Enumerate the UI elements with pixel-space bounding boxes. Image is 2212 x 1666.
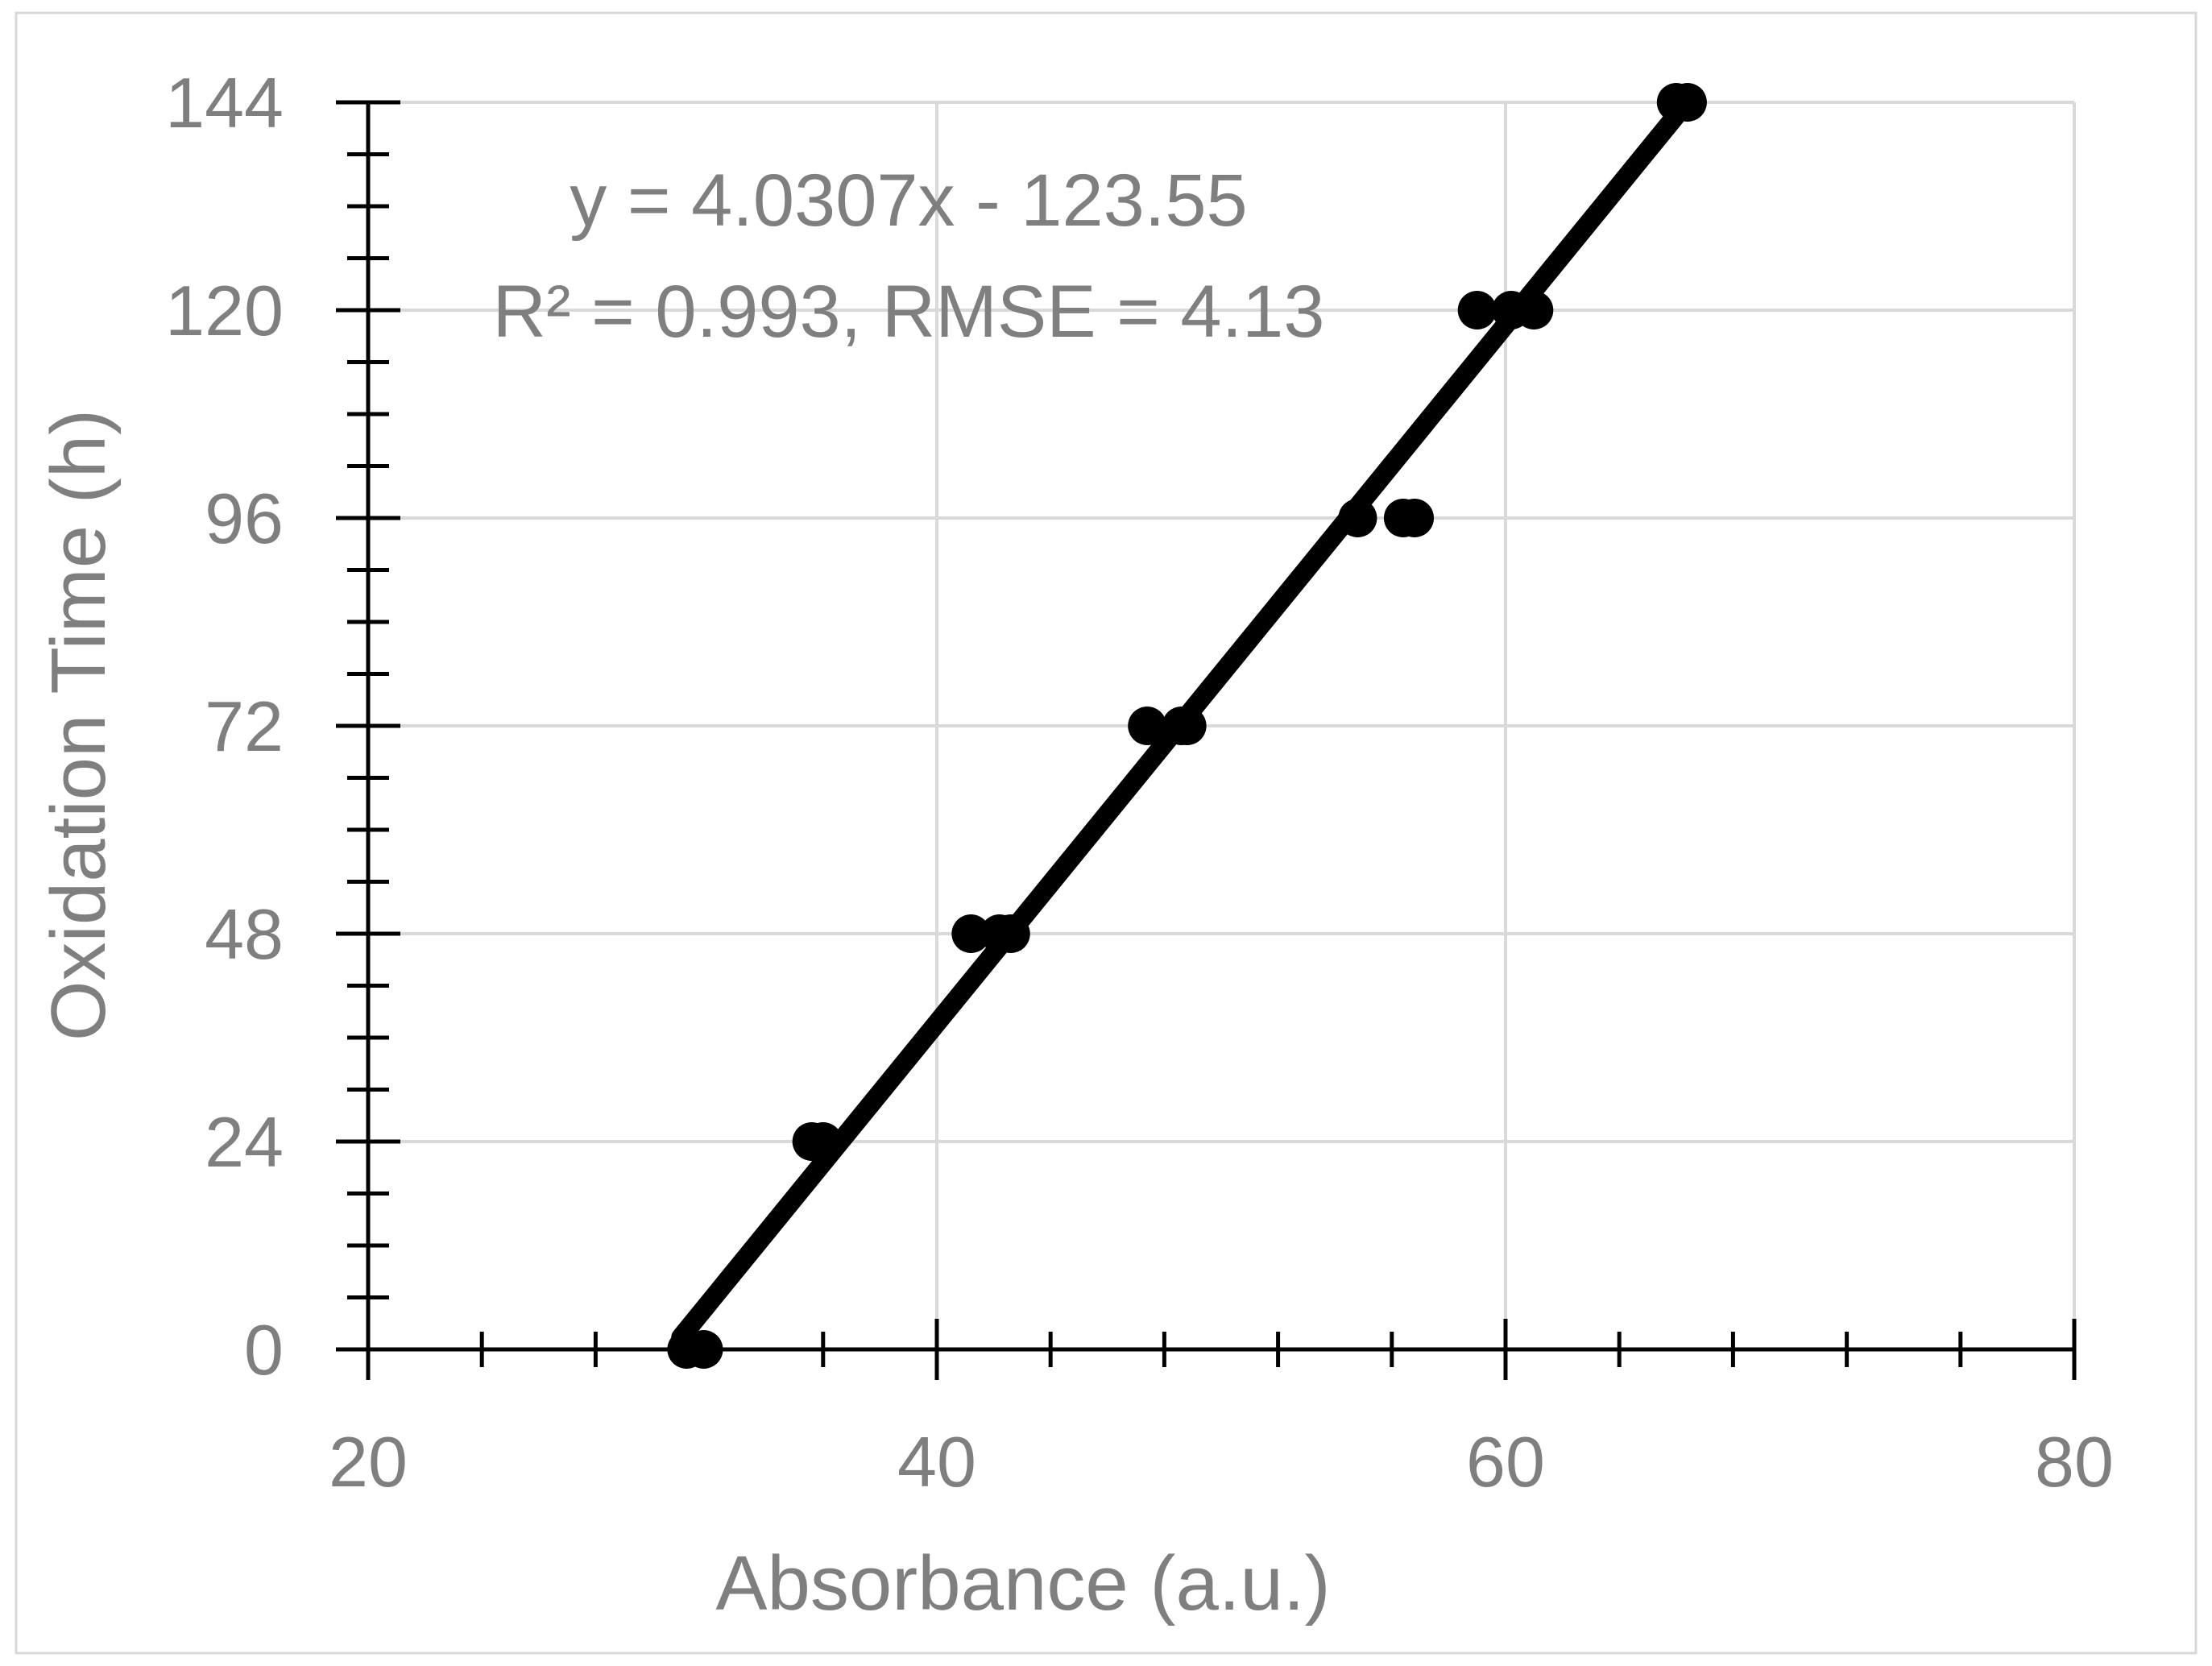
data-point-10: [1338, 499, 1377, 537]
gridlines: [368, 101, 2076, 1349]
data-point-15: [1514, 291, 1554, 329]
y-tick-label-72: 72: [205, 686, 284, 766]
x-axis-title: Absorbance (a.u.): [715, 1540, 1330, 1627]
y-axis-title: Oxidation Time (h): [35, 409, 122, 1041]
data-points: [667, 83, 1707, 1369]
x-tick-label-60: 60: [1466, 1422, 1545, 1502]
y-tick-label-24: 24: [205, 1102, 284, 1182]
chart-border: [14, 11, 2198, 1655]
data-point-3: [803, 1122, 843, 1161]
data-point-7: [1128, 707, 1167, 745]
x-tick-label-80: 80: [2035, 1422, 2114, 1502]
data-point-4: [951, 914, 991, 953]
y-tick-label-120: 120: [165, 271, 284, 350]
r-squared-label: R² = 0.993, RMSE = 4.13: [493, 271, 1325, 353]
data-point-17: [1667, 83, 1707, 122]
x-tick-label-40: 40: [897, 1422, 976, 1502]
equation-label: y = 4.0307x - 123.55: [570, 160, 1247, 242]
data-point-9: [1167, 707, 1207, 745]
data-point-13: [1457, 291, 1497, 329]
y-tick-label-96: 96: [205, 479, 284, 558]
data-point-6: [991, 914, 1030, 953]
tick-labels: 0 24 48 72 96 120 144 20 40 60 80: [165, 63, 2114, 1502]
x-tick-label-20: 20: [329, 1422, 408, 1502]
y-tick-label-48: 48: [205, 894, 284, 974]
tick-marks: [336, 100, 2077, 1380]
y-tick-label-144: 144: [165, 63, 284, 143]
data-point-1: [684, 1330, 723, 1369]
data-point-12: [1395, 499, 1435, 537]
y-tick-label-0: 0: [244, 1310, 284, 1390]
